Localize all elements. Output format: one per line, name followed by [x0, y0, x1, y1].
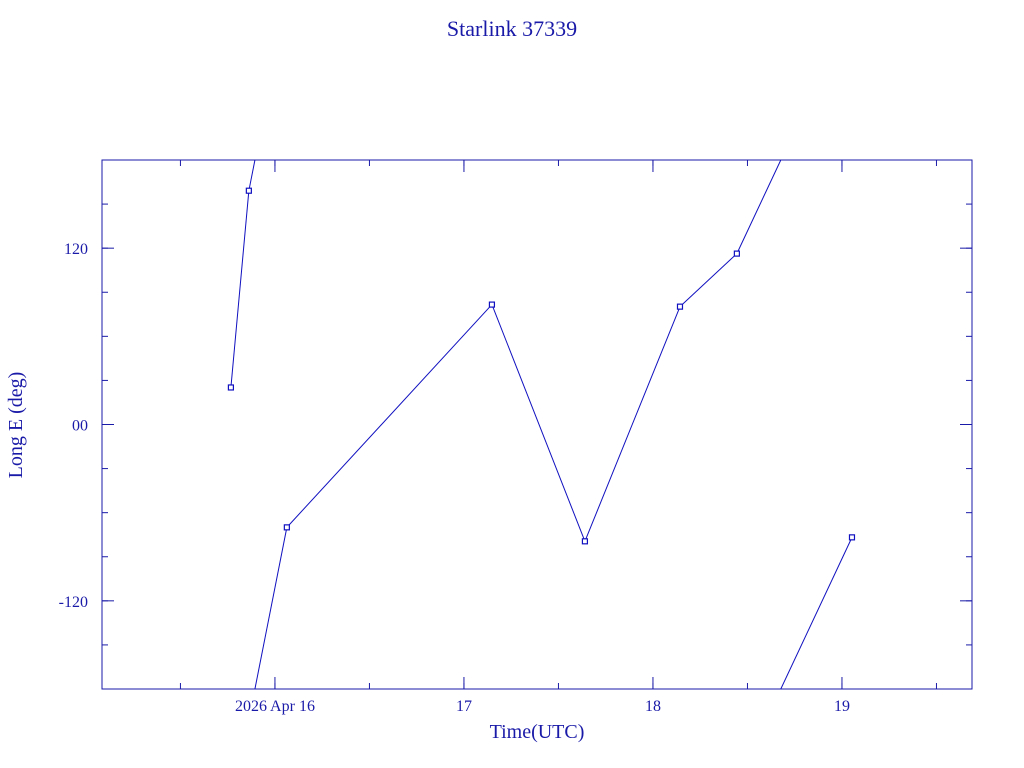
line-segment [230, 190, 250, 388]
y-axis-label: Long E (deg) [5, 372, 27, 479]
point-marker [676, 303, 684, 310]
y-tick-label: 120 [64, 241, 88, 258]
plot-area [227, 160, 856, 689]
line-segment [248, 160, 256, 191]
plot-frame [101, 159, 973, 690]
point-marker [227, 384, 235, 391]
point-marker [733, 250, 740, 257]
line-segment [254, 527, 288, 689]
line-segment [584, 306, 681, 542]
y-tick-label: -120 [59, 594, 88, 611]
x-tick-label: 17 [456, 698, 472, 715]
point-marker [848, 534, 856, 541]
point-marker [283, 524, 290, 531]
chart-title: Starlink 37339 [447, 16, 577, 41]
point-marker [245, 187, 252, 194]
y-tick-label: 00 [72, 418, 88, 435]
line-segment [286, 304, 493, 528]
point-marker [488, 301, 496, 308]
x-axis-label: Time(UTC) [490, 721, 585, 743]
x-tick-label: 2026 Apr 16 [235, 698, 315, 715]
line-segment [679, 253, 738, 308]
line-segment [736, 160, 782, 254]
line-segment [491, 304, 586, 542]
line-segment [780, 537, 853, 689]
point-marker [581, 538, 589, 545]
x-tick-label: 19 [834, 698, 850, 715]
x-tick-label: 18 [645, 698, 661, 715]
